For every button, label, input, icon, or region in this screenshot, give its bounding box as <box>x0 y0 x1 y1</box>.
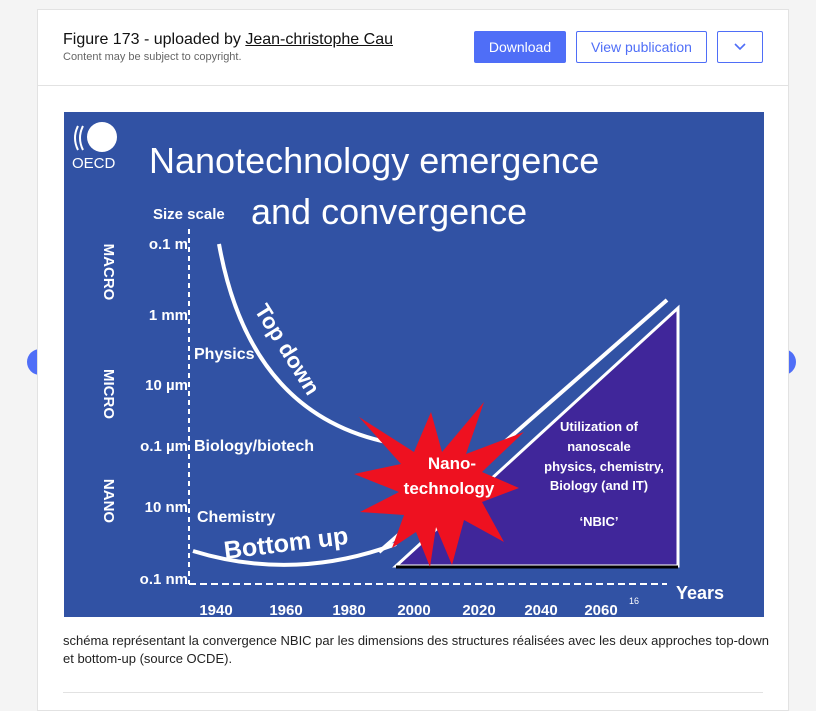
svg-text:Utilization of: Utilization of <box>560 419 639 434</box>
field-label: Chemistry <box>197 509 275 526</box>
y-tick: o.1 nm <box>140 571 188 588</box>
figure-card: Figure 173 - uploaded by Jean-christophe… <box>37 9 789 711</box>
field-label: Biology/biotech <box>194 438 314 455</box>
scale-band: NANO <box>100 479 117 523</box>
x-tick: 2060 <box>584 602 617 617</box>
x-tick: 1980 <box>332 602 365 617</box>
divider <box>63 692 763 693</box>
field-label: Physics <box>194 346 255 363</box>
oecd-logo: OECD <box>72 122 117 172</box>
copyright-note: Content may be subject to copyright. <box>63 51 242 63</box>
author-link[interactable]: Jean-christophe Cau <box>245 31 393 48</box>
bottom-up-curve <box>192 542 397 567</box>
svg-text:physics, chemistry,: physics, chemistry, <box>544 459 664 474</box>
view-publication-button[interactable]: View publication <box>576 31 707 63</box>
scale-band: MICRO <box>100 369 117 419</box>
chevron-down-icon <box>734 43 746 51</box>
x-tick: 1960 <box>269 602 302 617</box>
nanotechnology-star <box>354 402 524 567</box>
y-tick: o.1 µm <box>140 438 188 455</box>
slide-number: 16 <box>629 596 639 606</box>
nbic-label: ‘NBIC’ <box>580 514 619 529</box>
svg-text:nanoscale: nanoscale <box>567 439 631 454</box>
more-options-button[interactable] <box>717 31 763 63</box>
figure-title-line2: and convergence <box>251 191 527 232</box>
figure-caption: schéma représentant la convergence NBIC … <box>63 633 769 666</box>
figure-title-line1: Nanotechnology emergence <box>149 140 599 181</box>
x-tick: 2040 <box>524 602 557 617</box>
download-button[interactable]: Download <box>474 31 566 63</box>
x-tick: 2020 <box>462 602 495 617</box>
y-tick: 10 nm <box>145 499 188 516</box>
x-axis-label: Years <box>676 583 724 603</box>
figure-header: Figure 173 - uploaded by Jean-christophe… <box>38 10 788 86</box>
svg-text:technology: technology <box>404 479 495 498</box>
top-down-curve <box>217 243 387 444</box>
y-tick: o.1 m <box>149 236 188 253</box>
y-axis-label: Size scale <box>153 206 225 223</box>
figure-image: OECD Nanotechnology emergence and conver… <box>64 112 764 617</box>
y-tick: 1 mm <box>149 307 188 324</box>
svg-text:Biology (and IT): Biology (and IT) <box>550 478 648 493</box>
scale-band: MACRO <box>100 244 117 301</box>
x-tick: 1940 <box>199 602 232 617</box>
x-tick: 2000 <box>397 602 430 617</box>
y-tick: 10 µm <box>145 377 188 394</box>
figure-title: Figure 173 - uploaded by Jean-christophe… <box>63 31 393 48</box>
svg-text:Nano-: Nano- <box>428 454 476 473</box>
svg-text:OECD: OECD <box>72 155 116 172</box>
